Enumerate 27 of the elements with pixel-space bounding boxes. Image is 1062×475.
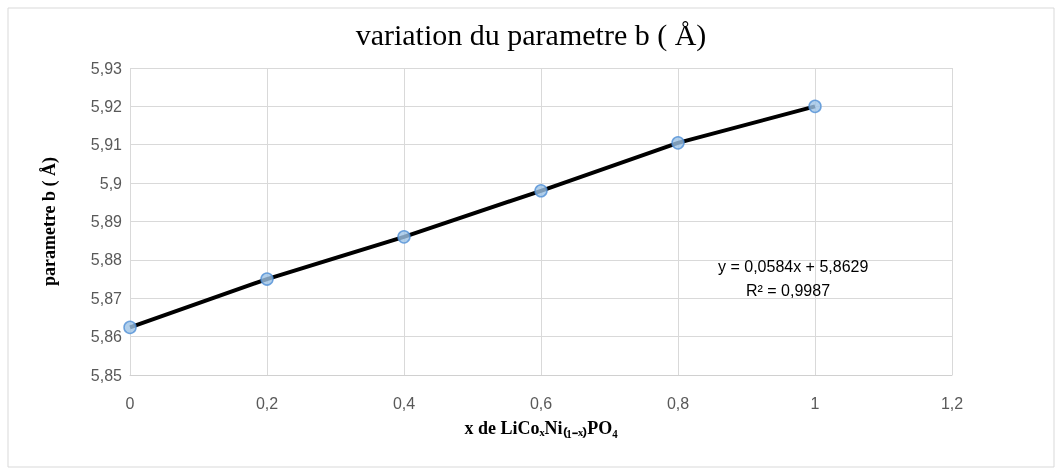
- annotation: R² = 0,9987: [746, 281, 831, 299]
- y-tick-label: 5,92: [90, 97, 123, 115]
- y-tick-label: 5,93: [90, 59, 123, 77]
- point: [808, 99, 822, 114]
- y-axis-title: parametre b ( Å): [39, 156, 60, 287]
- x-tick-label: 0,6: [529, 394, 553, 412]
- y-tick-label: 5,86: [90, 328, 123, 346]
- y-tick-label: 5,9: [99, 174, 123, 192]
- point: [260, 272, 274, 286]
- x-tick-label: 0,2: [255, 394, 279, 412]
- x-tick-label: 0,8: [666, 394, 690, 412]
- point: [671, 136, 685, 150]
- annotation: y = 0,0584x + 5,8629: [718, 257, 869, 275]
- point: [397, 230, 411, 244]
- point: [534, 184, 548, 198]
- y-tick-label: 5,88: [90, 251, 123, 269]
- x-tick-label: 1: [810, 394, 820, 412]
- chart-title: variation du parametre b ( Å): [355, 17, 707, 52]
- y-tick-label: 5,87: [90, 289, 123, 307]
- x-tick-label: 0,4: [392, 394, 416, 412]
- x-tick-label: 0: [125, 394, 135, 412]
- y-tick-label: 5,91: [90, 136, 123, 154]
- point: [123, 320, 137, 335]
- y-tick-label: 5,89: [90, 213, 123, 230]
- x-tick-label: 1,2: [940, 394, 964, 412]
- y-tick-label: 5,85: [90, 366, 123, 384]
- x-axis-title: x de LiCoₓNi₍₁₋ₓ₎PO₄: [464, 418, 619, 438]
